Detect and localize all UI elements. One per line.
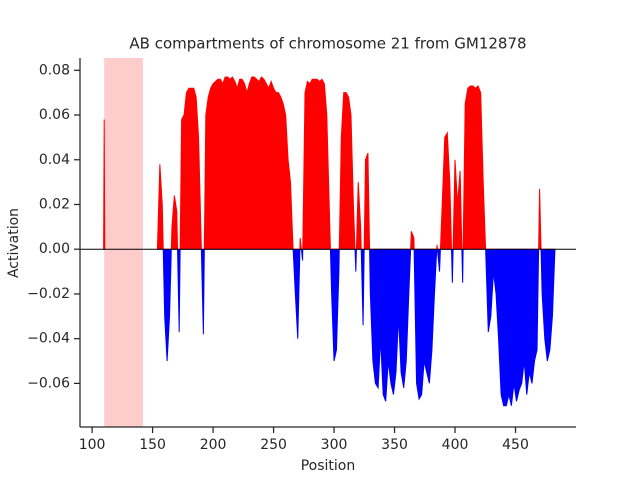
x-tick-label: 250 (260, 437, 287, 453)
y-tick-label: 0.00 (39, 241, 70, 257)
y-tick-label: 0.02 (39, 196, 70, 212)
positive-area (103, 76, 556, 250)
x-tick-label: 200 (200, 437, 227, 453)
y-tick-label: −0.04 (27, 331, 70, 347)
x-tick-label: 150 (139, 437, 166, 453)
y-tick-label: −0.02 (27, 286, 70, 302)
highlight-span (104, 58, 143, 427)
x-tick-label: 300 (321, 437, 348, 453)
chart-title: AB compartments of chromosome 21 from GM… (129, 35, 526, 53)
y-tick-label: 0.06 (39, 107, 70, 123)
y-tick-label: 0.04 (39, 152, 70, 168)
y-axis-label: Activation (6, 208, 22, 278)
y-tick-label: 0.08 (39, 62, 70, 78)
x-tick-label: 450 (502, 437, 529, 453)
negative-area (103, 249, 556, 407)
x-tick-label: 400 (442, 437, 469, 453)
x-tick-label: 350 (381, 437, 408, 453)
y-tick-label: −0.06 (27, 375, 70, 391)
x-tick-label: 100 (79, 437, 106, 453)
x-axis-label: Position (301, 458, 356, 474)
